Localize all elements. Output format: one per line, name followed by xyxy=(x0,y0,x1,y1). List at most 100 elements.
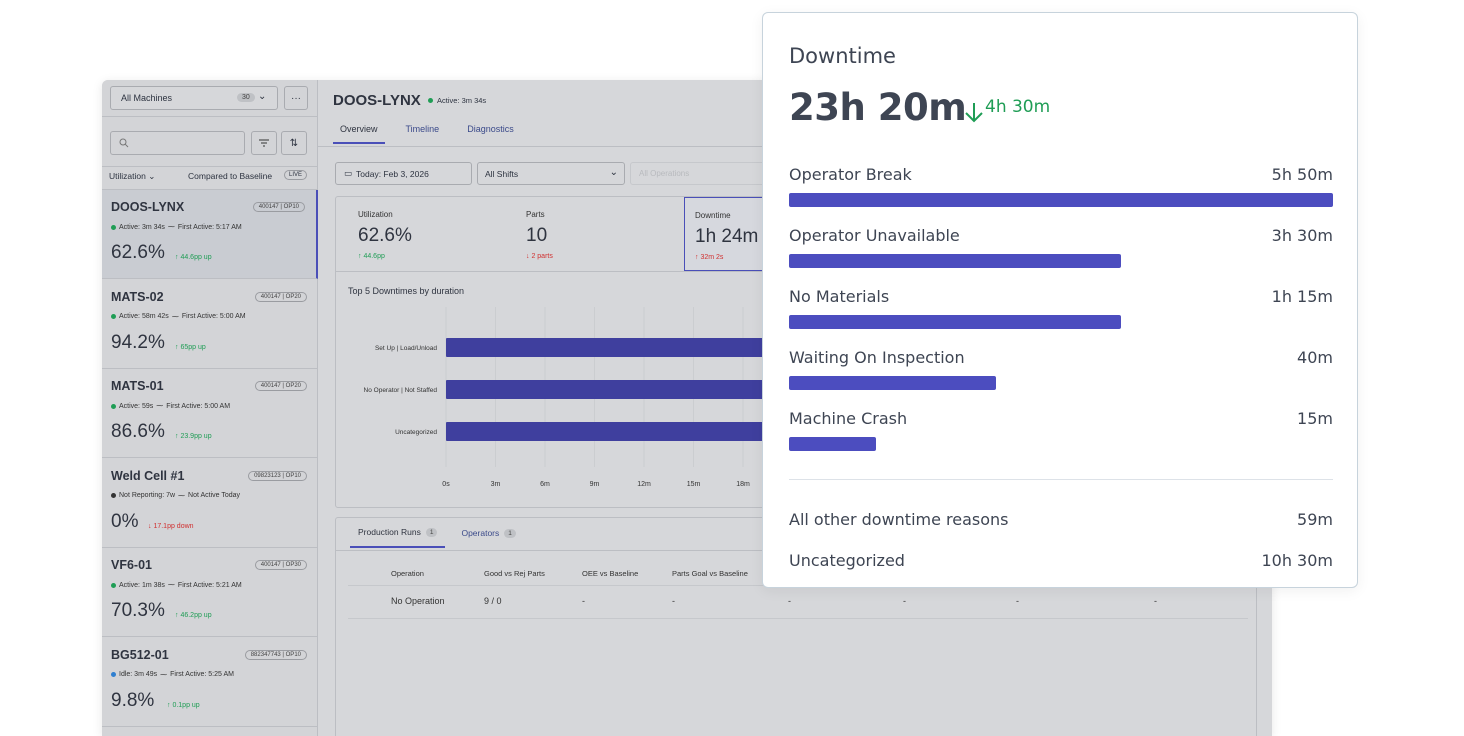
machine-list-item[interactable]: DOOS-LYNX 400147 | OP10 Active: 3m 34s ⁓ Fir… xyxy=(102,190,318,279)
reason-value: 1h 15m xyxy=(1271,287,1333,306)
kpi-label: Parts xyxy=(526,210,545,219)
machine-tag: 400147 | OP20 xyxy=(254,291,307,302)
row-value: 59m xyxy=(1297,510,1333,529)
count-badge: 1 xyxy=(425,527,438,537)
machine-utilization: 9.8% xyxy=(111,689,155,711)
machine-name: MATS-01 xyxy=(111,379,164,393)
kpi-delta: ↓ 2 parts xyxy=(526,253,553,260)
downtime-bar[interactable] xyxy=(446,422,776,441)
machine-delta: ↑ 23.9pp up xyxy=(175,433,212,440)
shift-label: All Shifts xyxy=(485,168,519,179)
reason-value: 15m xyxy=(1297,409,1333,428)
tab-production-runs[interactable]: Production Runs 1 xyxy=(350,527,446,548)
x-tick-label: 6m xyxy=(540,481,550,488)
table-cell: - xyxy=(903,596,906,606)
machine-status: Not Reporting: 7w ⁓ Not Active Today xyxy=(111,492,240,500)
table-cell: - xyxy=(672,596,675,606)
machine-tag: 400147 | OP30 xyxy=(254,560,307,570)
chevron-down-icon: ⌄ xyxy=(609,167,618,178)
tab-overview[interactable]: Overview xyxy=(333,124,385,144)
category-label: No Operator | Not Staffed xyxy=(364,387,438,394)
activity-icon: ⁓ xyxy=(167,224,175,231)
first-active-text: First Active: 5:21 AM xyxy=(177,581,242,589)
kpi-value: 62.6% xyxy=(358,225,412,246)
status-text: Not Reporting: 7w xyxy=(119,492,176,499)
kpi-parts[interactable]: Parts 10 ↓ 2 parts xyxy=(526,197,676,272)
downtime-breakdown-card: Downtime 23h 20m 4h 30m Operator Break 5h… xyxy=(762,12,1358,588)
lower-tab-bar: Production Runs 1 Operators 1 xyxy=(350,527,532,548)
chart-title: Top 5 Downtimes by duration xyxy=(348,286,465,296)
tab-diagnostics[interactable]: Diagnostics xyxy=(467,124,514,134)
machine-delta: ↑ 46.2pp up xyxy=(175,612,212,619)
status-dot xyxy=(111,493,116,498)
filter-button[interactable] xyxy=(251,131,277,155)
calendar-icon: ▭ xyxy=(344,168,353,178)
machine-name: VF6-01 xyxy=(111,558,152,572)
machine-delta-text: 17.1pp down xyxy=(153,522,194,530)
x-tick-label: 12m xyxy=(637,481,651,488)
column-header[interactable]: OEE vs Baseline xyxy=(582,569,639,578)
card-title: Downtime xyxy=(789,44,896,68)
reason-bar xyxy=(789,437,877,451)
divider xyxy=(102,189,318,190)
compare-label: Compared to Baseline xyxy=(188,171,273,181)
machine-tag: 882347743 | OP10 xyxy=(244,649,307,660)
metric-select-label: Utilization xyxy=(109,171,146,181)
sort-button[interactable]: ⇅ xyxy=(281,131,307,155)
machine-name: Weld Cell #1 xyxy=(111,468,185,483)
machine-name: MATS-02 xyxy=(111,289,164,304)
machine-group-label: All Machines xyxy=(121,93,173,103)
shift-select[interactable]: All Shifts ⌄ xyxy=(477,162,625,185)
x-tick-label: 9m xyxy=(590,481,600,488)
column-header[interactable]: Good vs Rej Parts xyxy=(484,569,545,578)
kpi-utilization[interactable]: Utilization 62.6% ↑ 44.6pp xyxy=(358,197,518,272)
machine-list-item[interactable]: MATS-02 400147 | OP20 Active: 58m 42s ⁓ Firs… xyxy=(102,280,318,369)
machine-list-item[interactable]: VF6-01 400147 | OP30 Active: 1m 38s ⁓ First … xyxy=(102,548,318,637)
x-tick-label: 3m xyxy=(491,481,501,488)
more-options-button[interactable]: ··· xyxy=(284,86,308,110)
kpi-value: 10 xyxy=(526,225,548,246)
machine-list-item[interactable]: Weld Cell #1 09823123 | OP10 Not Reporting… xyxy=(102,459,318,548)
downtime-bar[interactable] xyxy=(446,380,842,399)
machine-tag: 400147 | OP10 xyxy=(252,202,305,212)
machine-tag: 400147 | OP20 xyxy=(254,381,307,391)
operations-placeholder: All Operations xyxy=(639,169,690,178)
divider xyxy=(336,271,956,272)
date-picker[interactable]: ▭ Today: Feb 3, 2026 xyxy=(335,162,472,185)
kpi-delta-text: 44.6pp xyxy=(363,253,385,260)
reason-bar xyxy=(789,376,996,390)
machine-status: Idle: 3m 49s ⁓ First Active: 5:25 AM xyxy=(111,671,234,679)
metric-select[interactable]: Utilization ⌄ xyxy=(109,171,155,182)
first-active-text: First Active: 5:00 AM xyxy=(166,402,231,410)
reason-bar xyxy=(789,254,1121,268)
activity-icon: ⁓ xyxy=(156,403,164,410)
kpi-label: Downtime xyxy=(695,211,731,220)
column-header[interactable]: Parts Goal vs Baseline xyxy=(672,569,748,578)
tab-operators[interactable]: Operators 1 xyxy=(453,527,523,548)
machine-delta-text: 46.2pp up xyxy=(180,612,212,619)
first-active-text: Not Active Today xyxy=(188,492,241,499)
search-icon xyxy=(119,138,129,148)
machine-status: Active: 1m 38s ⁓ First Active: 5:21 AM xyxy=(111,581,242,589)
machine-search-input[interactable] xyxy=(110,131,245,155)
activity-icon: ⁓ xyxy=(167,582,175,589)
machine-utilization: 70.3% xyxy=(111,600,165,621)
machine-list-item[interactable]: BG512-01 882347743 | OP10 Idle: 3m 49s ⁓ Fir… xyxy=(102,638,318,727)
uncategorized-row: Uncategorized 10h 30m xyxy=(789,551,1333,575)
column-header[interactable]: Operation xyxy=(391,569,424,578)
machine-group-select[interactable]: All Machines 30 ⌄ xyxy=(110,86,278,110)
row-label: Uncategorized xyxy=(789,551,905,570)
tab-timeline[interactable]: Timeline xyxy=(405,124,440,134)
operations-select[interactable]: All Operations xyxy=(630,162,770,185)
kpi-label: Utilization xyxy=(358,210,393,219)
sidebar: All Machines 30 ⌄ ··· ⇅ Utilization ⌄ Co… xyxy=(102,80,318,736)
machine-list-item[interactable]: MATS-01 400147 | OP20 Active: 59s ⁓ First Ac… xyxy=(102,369,318,458)
machine-delta: ↑ 44.6pp up xyxy=(175,254,212,261)
kpi-value: 1h 24m xyxy=(695,226,759,247)
category-label: Uncategorized xyxy=(395,429,437,436)
downtime-delta-text: 4h 30m xyxy=(985,97,1051,117)
first-active-text: First Active: 5:17 AM xyxy=(177,223,242,231)
first-active-text: First Active: 5:00 AM xyxy=(181,313,246,320)
reason-label: Operator Unavailable xyxy=(789,226,960,245)
status-dot xyxy=(111,224,116,230)
